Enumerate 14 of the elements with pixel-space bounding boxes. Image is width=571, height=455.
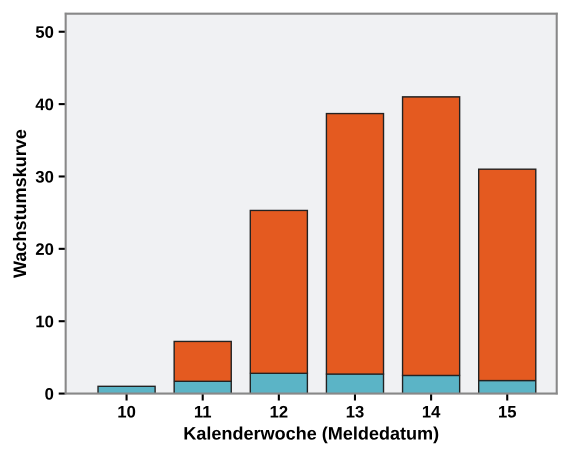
y-tick-label: 0 xyxy=(45,388,54,400)
x-tick-label: 15 xyxy=(499,406,516,418)
y-tick-label: 30 xyxy=(36,170,54,183)
x-tick-label: 10 xyxy=(118,406,136,418)
x-axis-title: Kalenderwoche (Meldedatum) xyxy=(184,426,438,444)
x-tick-label: 14 xyxy=(422,406,440,418)
x-tick-label: 12 xyxy=(270,406,288,418)
y-tick-label: 50 xyxy=(36,26,54,38)
y-axis-title: Wachstumskurve xyxy=(12,130,26,278)
y-tick-label: 10 xyxy=(36,316,54,328)
y-tick-label: 20 xyxy=(36,243,54,256)
y-tick-label: 40 xyxy=(36,98,54,110)
x-tick-label: 11 xyxy=(194,406,212,418)
x-tick-label: 13 xyxy=(346,406,364,418)
